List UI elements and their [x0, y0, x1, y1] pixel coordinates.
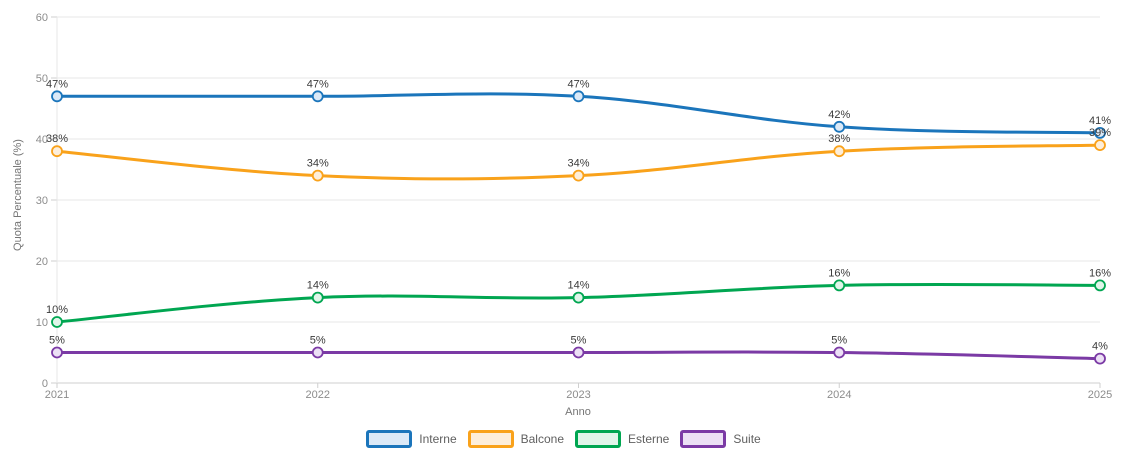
- value-label-esterne-2023: 14%: [567, 280, 589, 292]
- y-axis-title: Quota Percentuale (%): [12, 139, 24, 251]
- legend-label-interne: Interne: [419, 432, 457, 446]
- point-interne-2024[interactable]: [833, 120, 846, 133]
- value-label-esterne-2022: 14%: [307, 280, 329, 292]
- value-label-balcone-2024: 38%: [828, 133, 850, 145]
- line-chart: 0 10 20 30 40 50 60 2021 2022 2023 2024 2025 47% 47% 4…: [36, 12, 1112, 401]
- point-balcone-2022[interactable]: [311, 169, 324, 182]
- y-tick-label: 50: [36, 73, 48, 85]
- point-suite-2023[interactable]: [572, 346, 585, 359]
- x-axis-title: Anno: [565, 406, 591, 418]
- x-tick-label: 2022: [306, 389, 330, 401]
- legend-label-suite: Suite: [733, 432, 761, 446]
- legend-label-esterne: Esterne: [628, 432, 670, 446]
- value-label-interne-2024: 42%: [828, 109, 850, 121]
- value-label-esterne-2021: 10%: [46, 304, 68, 316]
- legend-swatch-suite: [680, 430, 727, 448]
- x-tick-label: 2021: [45, 389, 69, 401]
- value-label-suite-2022: 5%: [310, 335, 326, 347]
- value-label-interne-2023: 47%: [567, 78, 589, 90]
- point-esterne-2024[interactable]: [833, 279, 846, 292]
- value-label-esterne-2025: 16%: [1089, 267, 1111, 279]
- y-tick-label: 40: [36, 134, 48, 146]
- value-label-interne-2022: 47%: [307, 78, 329, 90]
- point-balcone-2024[interactable]: [833, 145, 846, 158]
- y-tick-label: 10: [36, 317, 48, 329]
- legend-swatch-balcone: [467, 430, 514, 448]
- y-tick-label: 20: [36, 256, 48, 268]
- point-balcone-2023[interactable]: [572, 169, 585, 182]
- point-interne-2021[interactable]: [51, 90, 63, 103]
- y-tick-label: 0: [42, 378, 48, 390]
- value-label-suite-2025: 4%: [1092, 341, 1108, 353]
- legend-swatch-esterne: [575, 430, 621, 448]
- value-label-interne-2025: 41%: [1089, 115, 1111, 127]
- point-suite-2021[interactable]: [51, 346, 63, 359]
- point-interne-2022[interactable]: [311, 90, 324, 103]
- chart-legend: Interne Balcone Esterne Suite: [0, 430, 1127, 448]
- value-label-esterne-2024: 16%: [828, 267, 850, 279]
- value-label-balcone-2023: 34%: [567, 158, 589, 170]
- point-balcone-2025[interactable]: [1094, 139, 1106, 152]
- legend-item-suite[interactable]: Suite: [680, 430, 761, 448]
- legend-item-interne[interactable]: Interne: [366, 430, 457, 448]
- point-interne-2025[interactable]: [1094, 126, 1106, 139]
- value-label-suite-2021: 5%: [49, 335, 65, 347]
- legend-item-esterne[interactable]: Esterne: [575, 430, 669, 448]
- point-suite-2022[interactable]: [311, 346, 324, 359]
- point-esterne-2025[interactable]: [1094, 279, 1106, 292]
- y-tick-label: 60: [36, 12, 48, 24]
- point-esterne-2022[interactable]: [311, 291, 324, 304]
- point-balcone-2021[interactable]: [51, 145, 63, 158]
- legend-label-balcone: Balcone: [520, 432, 564, 446]
- point-suite-2024[interactable]: [833, 346, 846, 359]
- value-label-interne-2021: 47%: [46, 78, 68, 90]
- point-suite-2025[interactable]: [1094, 352, 1106, 365]
- value-label-suite-2024: 5%: [831, 335, 847, 347]
- point-interne-2023[interactable]: [572, 90, 585, 103]
- value-label-balcone-2025: 39%: [1089, 127, 1111, 139]
- legend-item-balcone[interactable]: Balcone: [467, 430, 564, 448]
- y-tick-label: 30: [36, 195, 48, 207]
- x-tick-label: 2025: [1088, 389, 1112, 401]
- value-label-balcone-2021: 38%: [46, 133, 68, 145]
- legend-swatch-interne: [366, 430, 413, 448]
- point-esterne-2021[interactable]: [51, 316, 63, 328]
- value-label-balcone-2022: 34%: [307, 158, 329, 170]
- x-tick-label: 2023: [566, 389, 590, 401]
- point-esterne-2023[interactable]: [572, 291, 585, 304]
- value-label-suite-2023: 5%: [571, 335, 587, 347]
- x-tick-label: 2024: [827, 389, 851, 401]
